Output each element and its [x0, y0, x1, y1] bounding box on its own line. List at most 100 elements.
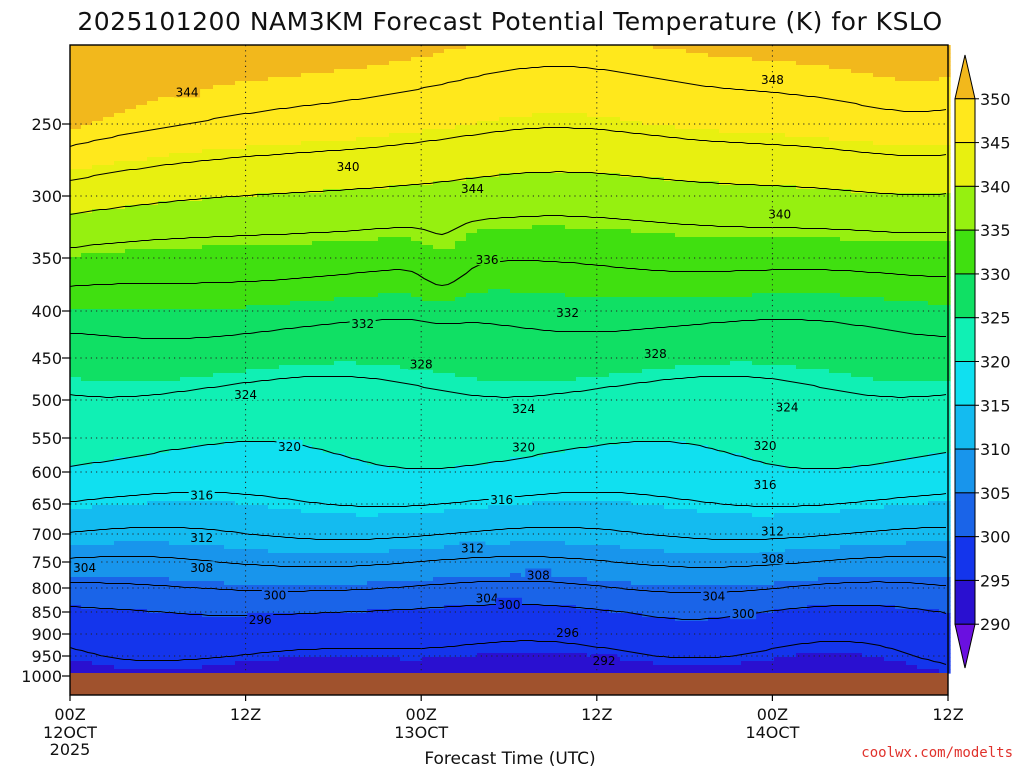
fill-cell: [642, 237, 654, 242]
fill-cell: [213, 169, 225, 174]
fill-cell: [477, 281, 489, 286]
fill-cell: [664, 273, 676, 278]
fill-cell: [664, 61, 676, 66]
fill-cell: [829, 61, 841, 66]
fill-cell: [147, 253, 159, 258]
fill-cell: [554, 229, 566, 234]
fill-cell: [939, 233, 951, 238]
fill-cell: [312, 253, 324, 258]
fill-cell: [147, 181, 159, 186]
fill-cell: [202, 193, 214, 198]
fill-cell: [224, 145, 236, 150]
fill-cell: [873, 97, 885, 102]
fill-cell: [906, 193, 918, 198]
fill-cell: [334, 157, 346, 162]
fill-cell: [191, 101, 203, 106]
fill-cell: [642, 165, 654, 170]
fill-cell: [312, 57, 324, 62]
fill-cell: [235, 125, 247, 130]
fill-cell: [906, 269, 918, 274]
fill-cell: [609, 105, 621, 110]
fill-cell: [114, 173, 126, 178]
fill-cell: [917, 81, 929, 86]
fill-cell: [752, 257, 764, 262]
fill-cell: [543, 73, 555, 78]
fill-cell: [433, 181, 445, 186]
fill-cell: [862, 241, 874, 246]
fill-cell: [389, 77, 401, 82]
fill-cell: [862, 269, 874, 274]
fill-cell: [81, 97, 93, 102]
fill-cell: [180, 149, 192, 154]
fill-cell: [213, 265, 225, 270]
fill-cell: [653, 189, 665, 194]
fill-cell: [224, 169, 236, 174]
fill-cell: [202, 81, 214, 86]
fill-cell: [136, 61, 148, 66]
fill-cell: [785, 205, 797, 210]
fill-cell: [70, 69, 82, 74]
fill-cell: [180, 273, 192, 278]
fill-cell: [686, 77, 698, 82]
fill-cell: [466, 65, 478, 70]
fill-cell: [708, 145, 720, 150]
fill-cell: [884, 81, 896, 86]
fill-cell: [884, 213, 896, 218]
fill-cell: [488, 273, 500, 278]
fill-cell: [422, 225, 434, 230]
fill-cell: [268, 213, 280, 218]
fill-cell: [609, 169, 621, 174]
fill-cell: [422, 173, 434, 178]
fill-cell: [158, 157, 170, 162]
fill-cell: [290, 69, 302, 74]
fill-cell: [598, 201, 610, 206]
fill-cell: [785, 93, 797, 98]
fill-cell: [345, 85, 357, 90]
fill-cell: [785, 273, 797, 278]
fill-cell: [598, 93, 610, 98]
fill-cell: [719, 109, 731, 114]
fill-cell: [840, 205, 852, 210]
fill-cell: [675, 113, 687, 118]
fill-cell: [70, 137, 82, 142]
fill-cell: [400, 269, 412, 274]
fill-cell: [642, 249, 654, 254]
fill-cell: [488, 221, 500, 226]
fill-cell: [851, 97, 863, 102]
fill-cell: [257, 189, 269, 194]
fill-cell: [455, 77, 467, 82]
fill-cell: [576, 245, 588, 250]
fill-cell: [807, 89, 819, 94]
fill-cell: [862, 105, 874, 110]
fill-cell: [895, 65, 907, 70]
fill-cell: [378, 245, 390, 250]
fill-cell: [191, 261, 203, 266]
fill-cell: [191, 273, 203, 278]
fill-cell: [466, 169, 478, 174]
fill-cell: [499, 269, 511, 274]
fill-cell: [895, 225, 907, 230]
fill-cell: [719, 145, 731, 150]
fill-cell: [675, 85, 687, 90]
fill-cell: [136, 185, 148, 190]
fill-cell: [400, 157, 412, 162]
fill-cell: [477, 285, 489, 290]
fill-cell: [730, 133, 742, 138]
fill-cell: [598, 269, 610, 274]
fill-cell: [873, 277, 885, 282]
fill-cell: [631, 89, 643, 94]
fill-cell: [796, 61, 808, 66]
fill-cell: [290, 113, 302, 118]
fill-cell: [576, 165, 588, 170]
fill-cell: [807, 165, 819, 170]
fill-cell: [235, 177, 247, 182]
fill-cell: [851, 225, 863, 230]
fill-cell: [301, 249, 313, 254]
fill-cell: [510, 161, 522, 166]
fill-cell: [510, 141, 522, 146]
fill-cell: [268, 209, 280, 214]
fill-cell: [609, 177, 621, 182]
fill-cell: [708, 277, 720, 282]
fill-cell: [906, 249, 918, 254]
fill-cell: [510, 217, 522, 222]
